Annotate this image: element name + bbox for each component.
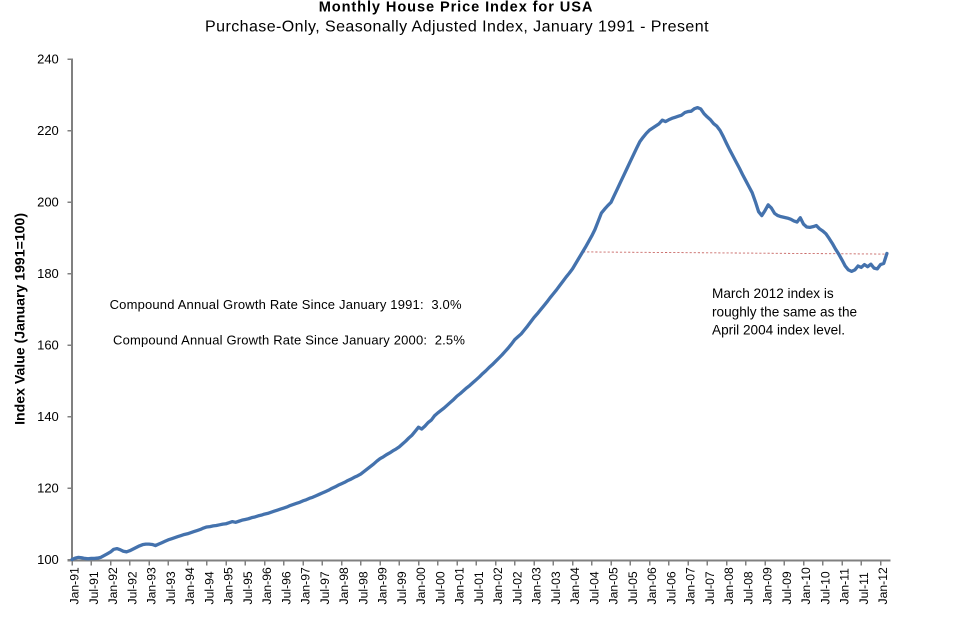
svg-text:Jan-99: Jan-99	[376, 567, 390, 604]
svg-text:Jul-94: Jul-94	[202, 571, 216, 604]
svg-text:Jul-02: Jul-02	[510, 571, 524, 604]
svg-text:Jan-95: Jan-95	[222, 567, 236, 604]
svg-text:Jan-98: Jan-98	[337, 567, 351, 604]
svg-text:Jan-08: Jan-08	[722, 567, 736, 604]
svg-text:Compound Annual Growth Rate Si: Compound Annual Growth Rate Since Januar…	[110, 297, 462, 312]
svg-text:Jan-06: Jan-06	[645, 567, 659, 604]
svg-text:Index Value (January 1991=100): Index Value (January 1991=100)	[11, 213, 27, 425]
svg-text:200: 200	[37, 195, 59, 210]
svg-text:Monthly House Price Index for: Monthly House Price Index for USA	[319, 0, 594, 16]
svg-text:Jul-09: Jul-09	[780, 571, 794, 604]
svg-text:Jul-97: Jul-97	[318, 571, 332, 604]
svg-text:Jan-92: Jan-92	[106, 567, 120, 604]
svg-text:Jan-07: Jan-07	[684, 567, 698, 604]
svg-text:100: 100	[37, 552, 59, 567]
svg-text:roughly the same as the: roughly the same as the	[712, 304, 857, 319]
svg-text:120: 120	[37, 481, 59, 496]
svg-text:Jan-09: Jan-09	[761, 567, 775, 604]
svg-text:220: 220	[37, 123, 59, 138]
svg-text:April 2004 index level.: April 2004 index level.	[712, 322, 845, 337]
svg-text:Jul-01: Jul-01	[472, 571, 486, 604]
svg-text:Jan-12: Jan-12	[876, 567, 890, 604]
svg-text:Jan-05: Jan-05	[607, 567, 621, 604]
svg-text:160: 160	[37, 338, 59, 353]
svg-text:Jan-10: Jan-10	[799, 567, 813, 604]
svg-text:240: 240	[37, 52, 59, 67]
svg-text:Jan-93: Jan-93	[145, 567, 159, 604]
svg-text:Jan-11: Jan-11	[838, 568, 852, 605]
svg-text:Jul-07: Jul-07	[703, 571, 717, 604]
svg-text:Jan-94: Jan-94	[183, 567, 197, 604]
svg-text:Jul-98: Jul-98	[356, 571, 370, 604]
svg-text:March 2012 index is: March 2012 index is	[712, 286, 834, 301]
svg-text:Jul-93: Jul-93	[164, 571, 178, 604]
svg-text:Jul-99: Jul-99	[395, 571, 409, 604]
svg-text:Jan-96: Jan-96	[260, 567, 274, 604]
svg-text:Purchase-Only, Seasonally Adju: Purchase-Only, Seasonally Adjusted Index…	[205, 19, 709, 36]
svg-text:Jul-08: Jul-08	[741, 571, 755, 604]
svg-text:140: 140	[37, 409, 59, 424]
svg-text:Jan-00: Jan-00	[414, 567, 428, 604]
svg-text:Jan-97: Jan-97	[299, 567, 313, 604]
svg-text:Jan-02: Jan-02	[491, 567, 505, 604]
svg-text:Jul-06: Jul-06	[664, 571, 678, 604]
svg-text:Jan-91: Jan-91	[68, 567, 82, 604]
svg-text:Jul-11: Jul-11	[857, 572, 871, 605]
svg-text:Jul-96: Jul-96	[279, 571, 293, 604]
svg-text:Jan-03: Jan-03	[530, 567, 544, 604]
svg-text:Jul-92: Jul-92	[125, 571, 139, 604]
svg-text:Jul-05: Jul-05	[626, 571, 640, 604]
svg-text:Jan-04: Jan-04	[568, 567, 582, 604]
svg-text:180: 180	[37, 266, 59, 281]
svg-text:Jul-10: Jul-10	[818, 571, 832, 604]
svg-text:Jul-91: Jul-91	[87, 571, 101, 604]
svg-text:Compound Annual Growth Rate Si: Compound Annual Growth Rate Since Januar…	[113, 333, 465, 348]
svg-text:Jul-00: Jul-00	[433, 571, 447, 604]
svg-text:Jul-04: Jul-04	[587, 571, 601, 604]
svg-text:Jul-03: Jul-03	[549, 571, 563, 604]
svg-text:Jul-95: Jul-95	[241, 571, 255, 604]
svg-text:Jan-01: Jan-01	[453, 567, 467, 604]
